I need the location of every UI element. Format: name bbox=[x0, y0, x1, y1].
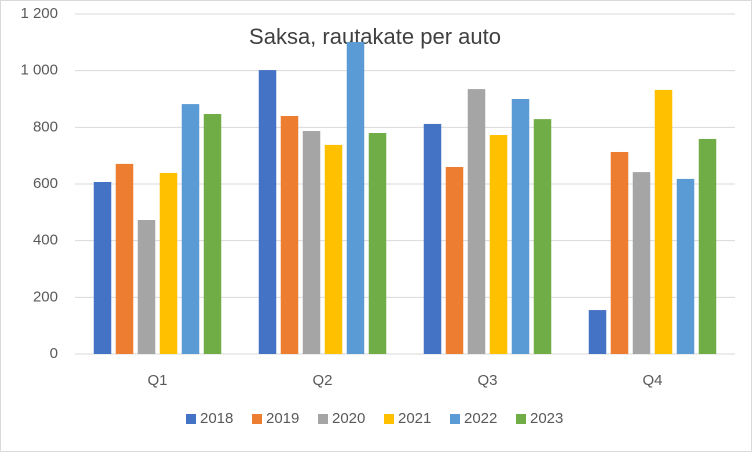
y-tick-label: 0 bbox=[50, 345, 58, 362]
legend-label: 2020 bbox=[332, 410, 365, 427]
legend-label: 2021 bbox=[398, 410, 431, 427]
bar bbox=[676, 178, 695, 354]
y-tick-label: 200 bbox=[33, 288, 58, 305]
bar bbox=[324, 144, 343, 354]
legend-label: 2019 bbox=[266, 410, 299, 427]
x-tick-label: Q4 bbox=[642, 372, 662, 389]
bar bbox=[368, 133, 387, 354]
legend-label: 2018 bbox=[200, 410, 233, 427]
bar bbox=[632, 172, 651, 354]
y-tick-label: 800 bbox=[33, 118, 58, 135]
legend-swatch bbox=[186, 414, 196, 424]
x-tick-label: Q1 bbox=[147, 372, 167, 389]
bar bbox=[511, 99, 530, 354]
legend-swatch bbox=[450, 414, 460, 424]
bar bbox=[698, 138, 717, 354]
x-tick-label: Q2 bbox=[312, 372, 332, 389]
bar bbox=[654, 89, 673, 354]
bar bbox=[302, 131, 321, 354]
legend-label: 2023 bbox=[530, 410, 563, 427]
legend-swatch bbox=[384, 414, 394, 424]
bar bbox=[489, 134, 508, 354]
bar bbox=[159, 172, 178, 354]
legend-swatch bbox=[252, 414, 262, 424]
y-tick-label: 400 bbox=[33, 232, 58, 249]
bar bbox=[280, 116, 299, 354]
bar bbox=[467, 89, 486, 354]
bar bbox=[445, 167, 464, 354]
bar bbox=[93, 182, 112, 354]
bar bbox=[533, 119, 552, 354]
bar bbox=[115, 163, 134, 354]
bar bbox=[588, 310, 607, 354]
x-tick-label: Q3 bbox=[477, 372, 497, 389]
bar bbox=[258, 70, 277, 354]
bar bbox=[346, 42, 365, 355]
legend-swatch bbox=[318, 414, 328, 424]
chart-title: Saksa, rautakate per auto bbox=[249, 24, 501, 49]
bar bbox=[610, 151, 629, 354]
bar bbox=[423, 123, 442, 354]
y-tick-label: 1 200 bbox=[20, 5, 58, 22]
legend-swatch bbox=[516, 414, 526, 424]
bar bbox=[203, 114, 222, 355]
bar bbox=[137, 219, 156, 354]
legend-label: 2022 bbox=[464, 410, 497, 427]
bar bbox=[181, 104, 200, 354]
y-tick-label: 600 bbox=[33, 175, 58, 192]
y-tick-label: 1 000 bbox=[20, 62, 58, 79]
